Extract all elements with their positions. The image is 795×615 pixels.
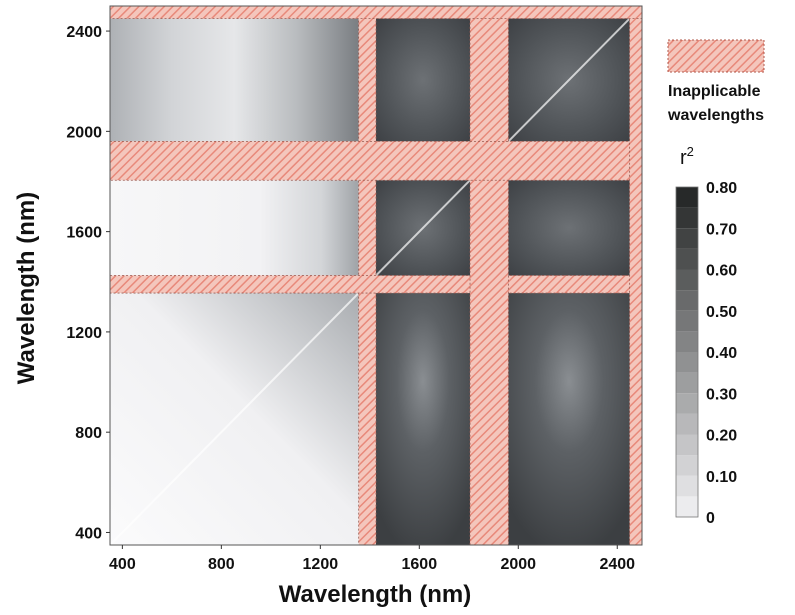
colorbar-tick-label: 0 <box>706 510 715 527</box>
colorbar-step <box>676 269 698 291</box>
colorbar-step <box>676 207 698 229</box>
colorbar-step <box>676 455 698 476</box>
x-tick-label: 1200 <box>303 556 339 573</box>
colorbar-step <box>676 352 698 373</box>
inapplicable-band-vertical <box>629 5 643 546</box>
colorbar-tick-label: 0.10 <box>706 469 737 486</box>
colorbar-tick-label: 0.20 <box>706 428 737 445</box>
plot-border <box>109 5 643 546</box>
heatmap-region <box>110 18 359 142</box>
plot-area <box>109 17 631 546</box>
legend-label-line2: wavelengths <box>667 107 764 124</box>
colorbar-title: r2 <box>680 144 694 169</box>
colorbar-step <box>676 372 698 394</box>
inapplicable-band-horizontal <box>109 275 643 294</box>
colorbar-border <box>675 186 699 518</box>
colorbar-step <box>676 413 698 435</box>
colorbar-step <box>676 228 698 249</box>
legend-swatch <box>667 39 765 73</box>
diagonal-line <box>109 292 360 546</box>
x-tick-label: 800 <box>208 556 235 573</box>
colorbar-tick-label: 0.40 <box>706 345 737 362</box>
colorbar-step <box>676 331 698 352</box>
inapplicable-bands <box>109 5 643 546</box>
colorbar: 0 0.10 0.20 0.30 0.40 0.50 0.60 0.70 0.80 <box>675 180 737 527</box>
x-tick-label: 400 <box>109 556 136 573</box>
heatmap-region <box>376 18 471 142</box>
x-axis-ticks: 400 800 1200 1600 2000 2400 <box>109 545 635 573</box>
colorbar-step <box>676 310 698 332</box>
colorbar-tick-label: 0.70 <box>706 221 737 238</box>
inapplicable-band-vertical <box>469 5 509 546</box>
inapplicable-band-horizontal <box>109 140 643 181</box>
colorbar-tick-label: 0.50 <box>706 304 737 321</box>
y-tick-label: 2000 <box>66 124 102 141</box>
heatmap-region <box>508 293 630 545</box>
colorbar-step <box>676 187 698 208</box>
heatmap-region <box>508 180 630 276</box>
y-tick-label: 400 <box>75 525 102 542</box>
y-tick-label: 1200 <box>66 325 102 342</box>
colorbar-step <box>676 496 698 517</box>
diagonal-line <box>375 179 471 277</box>
x-tick-label: 2000 <box>500 556 536 573</box>
colorbar-step <box>676 290 698 311</box>
colorbar-tick-label: 0.60 <box>706 263 737 280</box>
y-tick-label: 1600 <box>66 225 102 242</box>
plot-frame <box>109 5 643 546</box>
colorbar-step <box>676 434 698 456</box>
heatmap-region <box>376 293 471 545</box>
inapplicable-band-horizontal <box>109 5 643 19</box>
heatmap-region <box>110 180 359 276</box>
y-tick-label: 800 <box>75 425 102 442</box>
x-tick-label: 1600 <box>402 556 438 573</box>
x-axis-title: Wavelength (nm) <box>279 581 471 608</box>
y-tick-label: 2400 <box>66 24 102 41</box>
legend-label-line1: Inapplicable <box>668 83 761 100</box>
colorbar-step <box>676 248 698 270</box>
y-axis-ticks: 400 800 1200 1600 2000 2400 <box>66 24 110 542</box>
colorbar-tick-label: 0.30 <box>706 386 737 403</box>
colorbar-tick-label: 0.80 <box>706 180 737 197</box>
x-tick-label: 2400 <box>599 556 635 573</box>
colorbar-step <box>676 393 698 414</box>
y-axis-title: Wavelength (nm) <box>13 192 40 384</box>
diagonal-line <box>507 17 631 143</box>
colorbar-step <box>676 475 698 497</box>
